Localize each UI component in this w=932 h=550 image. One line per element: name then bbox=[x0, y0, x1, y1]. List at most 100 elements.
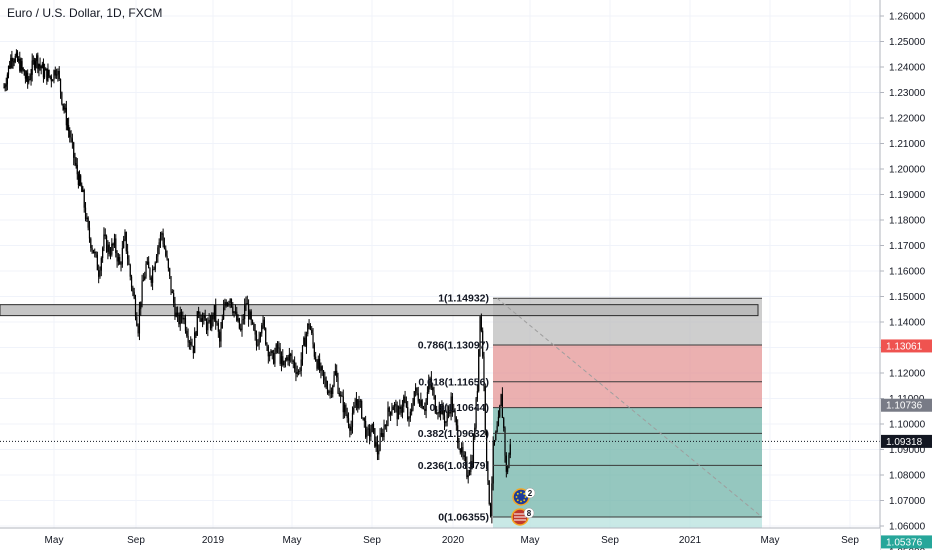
fib-lines[interactable]: 1(1.14932) 0.786(1.13097) 0.618(1.11656) 0.… bbox=[418, 293, 762, 524]
price-badge bbox=[881, 434, 932, 448]
candle-body bbox=[225, 302, 227, 306]
candle-body bbox=[221, 319, 223, 329]
candle-body bbox=[414, 387, 417, 392]
candle-body bbox=[396, 405, 398, 420]
candle-body bbox=[484, 386, 486, 430]
candle-body bbox=[493, 440, 496, 443]
candle-body bbox=[155, 256, 158, 263]
candle-body bbox=[334, 370, 336, 376]
candle-body bbox=[16, 52, 19, 61]
candle-body bbox=[129, 264, 131, 277]
candle-body bbox=[471, 461, 473, 467]
y-tick-label: 1.07000 bbox=[889, 496, 926, 507]
candle-body bbox=[128, 259, 130, 265]
candle-body bbox=[94, 252, 96, 254]
y-tick-label: 1.17000 bbox=[889, 241, 926, 252]
flag-star bbox=[520, 491, 522, 494]
candle-body bbox=[179, 311, 181, 325]
candle-body bbox=[28, 79, 30, 83]
candle-body bbox=[316, 360, 318, 369]
candle-body bbox=[445, 421, 447, 423]
candle-body bbox=[439, 405, 442, 415]
candle-body bbox=[144, 276, 146, 281]
candle-body bbox=[347, 418, 350, 426]
candle-body bbox=[57, 70, 59, 75]
candle-body bbox=[120, 264, 122, 266]
fib-band bbox=[493, 407, 762, 434]
candle-body bbox=[505, 455, 507, 472]
candle-body bbox=[407, 407, 409, 420]
candle-body bbox=[312, 333, 314, 345]
candle-body bbox=[384, 424, 386, 427]
candle-body bbox=[292, 360, 294, 362]
candle-body bbox=[470, 461, 472, 473]
horizontal-zone[interactable] bbox=[0, 304, 759, 317]
candle-body bbox=[115, 238, 117, 254]
x-tick-label: Sep bbox=[601, 535, 619, 546]
candle-body bbox=[154, 262, 156, 270]
candle-body bbox=[198, 311, 200, 314]
eu-flag-icon[interactable]: 2 bbox=[512, 487, 536, 506]
candle-body bbox=[297, 371, 300, 372]
candle-body bbox=[203, 315, 205, 318]
candle-body bbox=[358, 400, 360, 409]
candle-body bbox=[208, 319, 210, 322]
candle-body bbox=[253, 323, 255, 331]
candle-body bbox=[275, 344, 277, 353]
candle-body bbox=[461, 447, 463, 453]
candle-body bbox=[424, 408, 426, 411]
candle-body bbox=[78, 175, 81, 185]
candle-body bbox=[83, 190, 85, 208]
fib-band bbox=[493, 433, 762, 466]
candle-body bbox=[489, 504, 492, 517]
candle-body bbox=[436, 412, 438, 414]
candle-body bbox=[212, 314, 214, 320]
candle-body bbox=[270, 350, 272, 355]
candle-body bbox=[241, 320, 243, 331]
candle-body bbox=[453, 410, 455, 412]
candle-body bbox=[130, 276, 133, 288]
candle-body bbox=[343, 405, 346, 413]
candle-body bbox=[446, 412, 448, 422]
candle-body bbox=[486, 429, 488, 463]
candle-body bbox=[287, 357, 289, 361]
candle-body bbox=[355, 399, 358, 406]
candle-body bbox=[236, 311, 238, 321]
candle-body bbox=[418, 401, 421, 406]
y-tick-label: 1.22000 bbox=[889, 114, 926, 125]
candle-body bbox=[88, 227, 91, 239]
candle-body bbox=[158, 242, 160, 248]
candle-body bbox=[476, 391, 478, 399]
y-tick-label: 1.16000 bbox=[889, 267, 926, 278]
candle-body bbox=[432, 387, 434, 391]
candle-body bbox=[409, 411, 411, 418]
candle-body bbox=[43, 70, 46, 78]
x-tick-label: 2020 bbox=[442, 535, 465, 546]
candle-body bbox=[429, 378, 431, 382]
flag-star bbox=[523, 492, 526, 495]
candle-body bbox=[433, 390, 435, 396]
candle-body bbox=[353, 407, 355, 413]
us-flag-icon[interactable]: 8 bbox=[511, 507, 535, 526]
candle-body bbox=[138, 309, 141, 334]
event-count: 2 bbox=[528, 489, 533, 498]
candle-body bbox=[370, 432, 372, 437]
candle-body bbox=[500, 394, 502, 407]
candle-body bbox=[66, 124, 69, 126]
fib-extension-band bbox=[493, 516, 762, 528]
candle-body bbox=[388, 407, 390, 412]
candle-body bbox=[4, 86, 6, 88]
candle-body bbox=[299, 371, 301, 372]
candle-body bbox=[438, 405, 440, 414]
candle-body bbox=[309, 325, 311, 330]
trend-line[interactable] bbox=[496, 297, 763, 518]
candle-body bbox=[322, 370, 325, 378]
event-markers[interactable]: 28 bbox=[511, 487, 536, 526]
candle-body bbox=[450, 396, 452, 414]
candle-body bbox=[19, 58, 21, 71]
y-tick-label: 1.09000 bbox=[889, 445, 926, 456]
candle-body bbox=[474, 427, 476, 438]
x-tick-label: May bbox=[283, 535, 302, 546]
candle-body bbox=[282, 356, 284, 366]
